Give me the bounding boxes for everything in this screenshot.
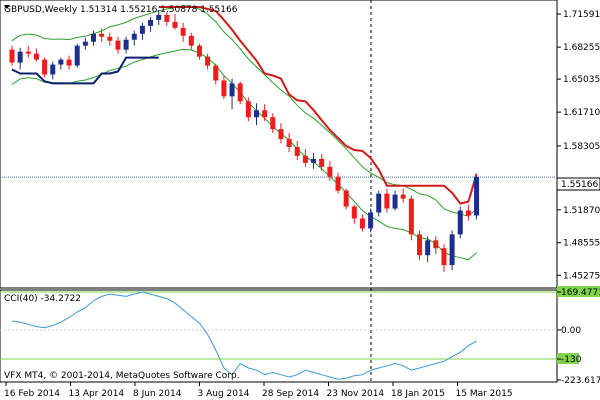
- candle-body: [33, 53, 39, 60]
- candle-body: [441, 248, 447, 266]
- candle-body: [408, 198, 414, 235]
- cci-level-label: 169.4771: [561, 288, 600, 298]
- x-tick-label: 13 Apr 2014: [69, 389, 125, 399]
- candle-body: [115, 40, 121, 50]
- candle-body: [457, 210, 463, 235]
- candle-body: [278, 129, 284, 140]
- price-panel-frame: [0, 0, 558, 289]
- candle-body: [107, 36, 113, 41]
- cci-level-label: 0.00: [561, 326, 581, 336]
- cci-level-label: -223.6176: [561, 376, 600, 386]
- candle-body: [351, 206, 357, 219]
- candle-body: [50, 64, 56, 75]
- trailing-line: [11, 56, 159, 85]
- candle-body: [400, 194, 406, 199]
- x-tick-label: 28 Sep 2014: [262, 389, 319, 399]
- lower-envelope-line: [11, 48, 477, 261]
- candle-body: [302, 155, 308, 163]
- y-tick-label: 1.45275: [563, 271, 600, 281]
- candle-body: [156, 14, 162, 20]
- y-tick-label: 1.48555: [563, 239, 600, 249]
- candle-body: [164, 14, 170, 22]
- cci-level-tag: [557, 353, 579, 365]
- candle-body: [311, 158, 317, 163]
- candle-body: [66, 59, 72, 66]
- candle-body: [474, 176, 480, 216]
- cci-line: [11, 291, 477, 380]
- candle-body: [74, 45, 80, 66]
- candle-body: [9, 49, 15, 63]
- x-tick-label: 23 Nov 2014: [327, 389, 385, 399]
- cci-level-label: -130: [561, 355, 582, 365]
- candle-body: [148, 19, 154, 26]
- candle-body: [139, 25, 145, 34]
- y-tick-label: 1.68255: [563, 43, 600, 53]
- stop-line: [158, 6, 478, 205]
- candle-body: [229, 83, 235, 97]
- y-tick-label: 1.65035: [563, 75, 600, 85]
- y-tick-label: 1.58305: [563, 142, 600, 152]
- cci-indicator: [0, 286, 600, 380]
- x-tick-label: 8 Jun 2014: [133, 389, 182, 399]
- candle-body: [286, 139, 292, 147]
- candle-body: [465, 210, 471, 216]
- candle-body: [270, 117, 276, 130]
- candle-body: [376, 193, 382, 213]
- x-tick-label: 3 Aug 2014: [198, 389, 250, 399]
- candle-body: [335, 176, 341, 191]
- candle-body: [213, 65, 219, 81]
- candle-body: [359, 218, 365, 229]
- axes: 1.71591 1.68255 1.65035 1.61710 1.58305 1.518…: [4, 10, 600, 399]
- candle-body: [392, 194, 398, 209]
- y-tick-label: 1.61710: [563, 108, 600, 118]
- dropdown-triangle-icon: [4, 5, 10, 9]
- candle-body: [188, 35, 194, 46]
- candle-body: [368, 212, 374, 229]
- candle-body: [82, 41, 88, 46]
- current-price-label: 1.55166: [561, 180, 598, 190]
- candle-body: [384, 193, 390, 209]
- candle-body: [449, 234, 455, 266]
- candle-body: [221, 80, 227, 97]
- cci-title: CCI(40) -34.2722: [4, 294, 81, 304]
- candles: [9, 9, 480, 273]
- cci-level-tag: [557, 286, 600, 297]
- candle-body: [25, 51, 31, 54]
- candle-body: [196, 45, 202, 57]
- candle-body: [327, 166, 333, 177]
- candle-body: [237, 83, 243, 102]
- x-tick-label: 16 Feb 2014: [4, 389, 60, 399]
- candle-body: [99, 33, 105, 37]
- candle-body: [433, 240, 439, 249]
- candle-body: [254, 110, 259, 118]
- grid: [0, 0, 557, 382]
- candle-body: [91, 33, 96, 42]
- x-tick-label: 15 Mar 2015: [456, 389, 513, 399]
- candle-body: [58, 59, 64, 65]
- candle-body: [425, 240, 431, 256]
- candle-body: [172, 21, 178, 28]
- candle-body: [294, 146, 300, 156]
- candle-body: [319, 158, 325, 167]
- candle-body: [343, 190, 349, 207]
- cci-panel-frame: [0, 289, 558, 383]
- candle-body: [417, 234, 422, 256]
- candle-body: [123, 39, 129, 50]
- candle-body: [131, 33, 137, 40]
- indicator-lines: [11, 5, 478, 261]
- candle-body: [205, 56, 211, 66]
- current-price-tag: [556, 177, 600, 191]
- candle-body: [42, 59, 48, 75]
- candle-body: [262, 110, 268, 118]
- y-tick-label: 1.51870: [563, 206, 600, 216]
- candle-body: [180, 27, 186, 36]
- candle-body: [17, 51, 23, 63]
- symbol-info-text: GBPUSD,Weekly 1.51314 1.55216 1.50878 1.…: [4, 5, 238, 15]
- y-tick-label: 1.71591: [563, 10, 600, 20]
- candle-body: [245, 101, 251, 118]
- x-tick-label: 18 Jan 2015: [391, 389, 445, 399]
- copyright-text: VFX MT4, © 2001-2014, MetaQuotes Softwar…: [4, 371, 240, 381]
